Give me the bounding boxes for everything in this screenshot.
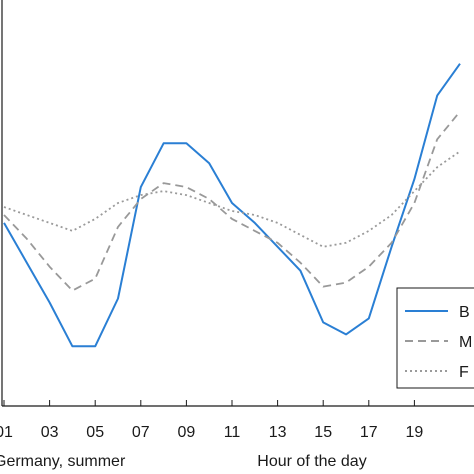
x-tick-label: 01 — [0, 424, 13, 441]
x-tick-label: 09 — [178, 424, 196, 441]
series-lines — [3, 63, 461, 348]
x-tick-label: 19 — [406, 424, 424, 441]
x-tick-label: 11 — [224, 424, 241, 441]
series-line-b — [3, 63, 461, 348]
x-tick-label: 05 — [86, 424, 104, 441]
x-tick-label: 07 — [132, 424, 150, 441]
x-tick-labels: 01 03 05 07 09 11 13 15 17 19 — [0, 400, 423, 441]
axes — [1, 0, 474, 407]
x-tick-label: 15 — [314, 424, 332, 441]
series-line-f — [3, 150, 461, 248]
x-tick-label: 17 — [360, 424, 378, 441]
caption-left: Germany, summer — [0, 453, 126, 470]
legend-label-m: M — [459, 334, 472, 351]
x-tick-label: 03 — [41, 424, 59, 441]
legend: BMF — [396, 287, 474, 389]
x-tick-label: 13 — [269, 424, 287, 441]
legend-label-b: B — [459, 304, 470, 321]
legend-label-f: F — [459, 364, 469, 381]
x-axis-label: Hour of the day — [257, 453, 366, 470]
series-line-m — [3, 110, 461, 292]
